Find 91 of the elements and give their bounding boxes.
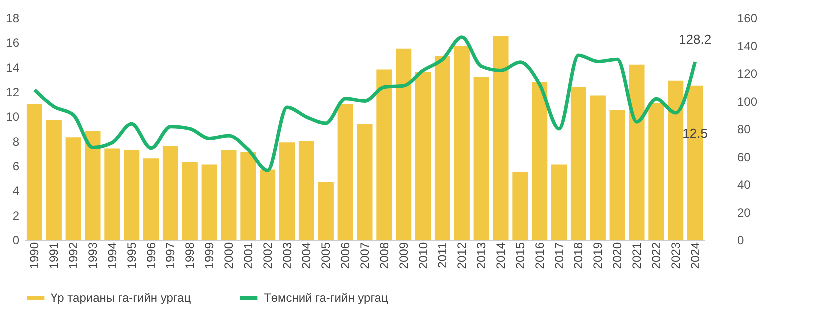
bar <box>474 77 490 240</box>
x-tick-label: 2004 <box>300 242 314 270</box>
x-tick-label: 1992 <box>66 242 81 270</box>
legend-label: Төмсний га-гийн ургац <box>264 291 388 305</box>
bar <box>570 87 586 240</box>
x-tick-label: 2006 <box>338 242 353 270</box>
x-tick-label: 2016 <box>532 242 547 270</box>
x-tick-label: 1993 <box>86 242 100 270</box>
bar <box>590 96 606 240</box>
bar <box>434 56 450 240</box>
y-tick-label: 14 <box>6 60 20 75</box>
bar <box>338 104 354 240</box>
bar <box>493 36 509 240</box>
bar <box>280 142 296 240</box>
x-tick-label: 2023 <box>668 242 683 270</box>
x-tick-label: 2018 <box>572 242 586 270</box>
x-tick-label: 2014 <box>494 242 508 270</box>
bar <box>26 104 42 240</box>
x-tick-label: 2009 <box>396 242 411 270</box>
x-tick-label: 2008 <box>377 242 392 270</box>
y-tick-label: 16 <box>6 36 20 50</box>
bar <box>221 150 237 240</box>
bar <box>202 164 218 240</box>
bar <box>66 138 82 240</box>
x-tick-label: 1990 <box>28 242 42 270</box>
bar <box>298 141 314 240</box>
y-tick-label: 2 <box>12 208 20 223</box>
bar <box>376 70 392 240</box>
bar <box>396 48 412 240</box>
x-tick-label: 2011 <box>436 242 450 268</box>
bar <box>416 72 432 240</box>
y2-tick-label: 40 <box>738 178 752 192</box>
y-tick-label: 18 <box>6 12 20 26</box>
bar <box>85 131 101 240</box>
bar <box>668 80 684 240</box>
y2-tick-label: 80 <box>738 122 752 136</box>
y2-tick-label: 160 <box>738 12 758 26</box>
x-tick-label: 2017 <box>552 242 566 270</box>
x-tick-label: 1996 <box>144 242 158 270</box>
bar <box>512 172 528 240</box>
x-tick-label: 2005 <box>319 242 334 270</box>
y2-tick-label: 140 <box>738 39 758 54</box>
x-tick-label: 2015 <box>513 242 528 270</box>
x-tick-label: 2013 <box>474 242 489 270</box>
x-tick-label: 2000 <box>222 242 236 270</box>
x-tick-label: 2024 <box>688 242 702 270</box>
bar <box>182 162 198 240</box>
bar <box>552 164 568 240</box>
bar <box>46 120 62 240</box>
x-tick-label: 2002 <box>260 242 275 270</box>
bar <box>648 103 664 240</box>
x-tick-label: 1995 <box>124 242 139 270</box>
y-tick-label: 10 <box>6 110 20 124</box>
bar <box>610 110 626 240</box>
x-tick-label: 2010 <box>416 242 430 270</box>
x-tick-label: 2003 <box>280 242 294 270</box>
x-tick-label: 2021 <box>630 242 644 270</box>
x-tick-label: 1994 <box>105 242 120 270</box>
bar <box>124 150 140 240</box>
bar <box>454 46 470 240</box>
legend-label: Үр тарианы га-гийн ургац <box>51 291 192 305</box>
bar <box>629 64 645 240</box>
y2-tick-label: 120 <box>738 67 758 81</box>
y-tick-label: 0 <box>12 234 20 248</box>
x-tick-label: 2007 <box>358 242 372 270</box>
y2-tick-label: 60 <box>738 150 752 164</box>
bar <box>162 146 178 240</box>
data-label: 128.2 <box>679 32 712 48</box>
bar <box>532 82 548 240</box>
bar <box>104 148 120 240</box>
bar <box>144 158 160 240</box>
bar <box>318 182 334 240</box>
x-tick-label: 2012 <box>455 242 470 270</box>
y-tick-label: 6 <box>12 160 20 174</box>
bar <box>260 170 276 240</box>
x-tick-label: 2022 <box>649 242 664 270</box>
y-tick-label: 4 <box>12 184 20 198</box>
y2-tick-label: 0 <box>738 234 744 248</box>
y-tick-label: 12 <box>6 86 20 100</box>
y2-tick-label: 20 <box>738 206 752 220</box>
y2-tick-label: 100 <box>738 94 758 109</box>
x-tick-label: 1998 <box>183 242 198 270</box>
bar <box>357 124 373 240</box>
bar <box>240 152 256 240</box>
x-tick-label: 2019 <box>591 242 606 270</box>
x-tick-label: 1997 <box>164 242 178 270</box>
x-tick-label: 1991 <box>47 242 62 270</box>
x-tick-label: 2020 <box>610 242 625 270</box>
x-tick-label: 2001 <box>241 242 256 270</box>
y-tick-label: 8 <box>12 134 20 149</box>
x-tick-label: 1999 <box>202 242 217 270</box>
